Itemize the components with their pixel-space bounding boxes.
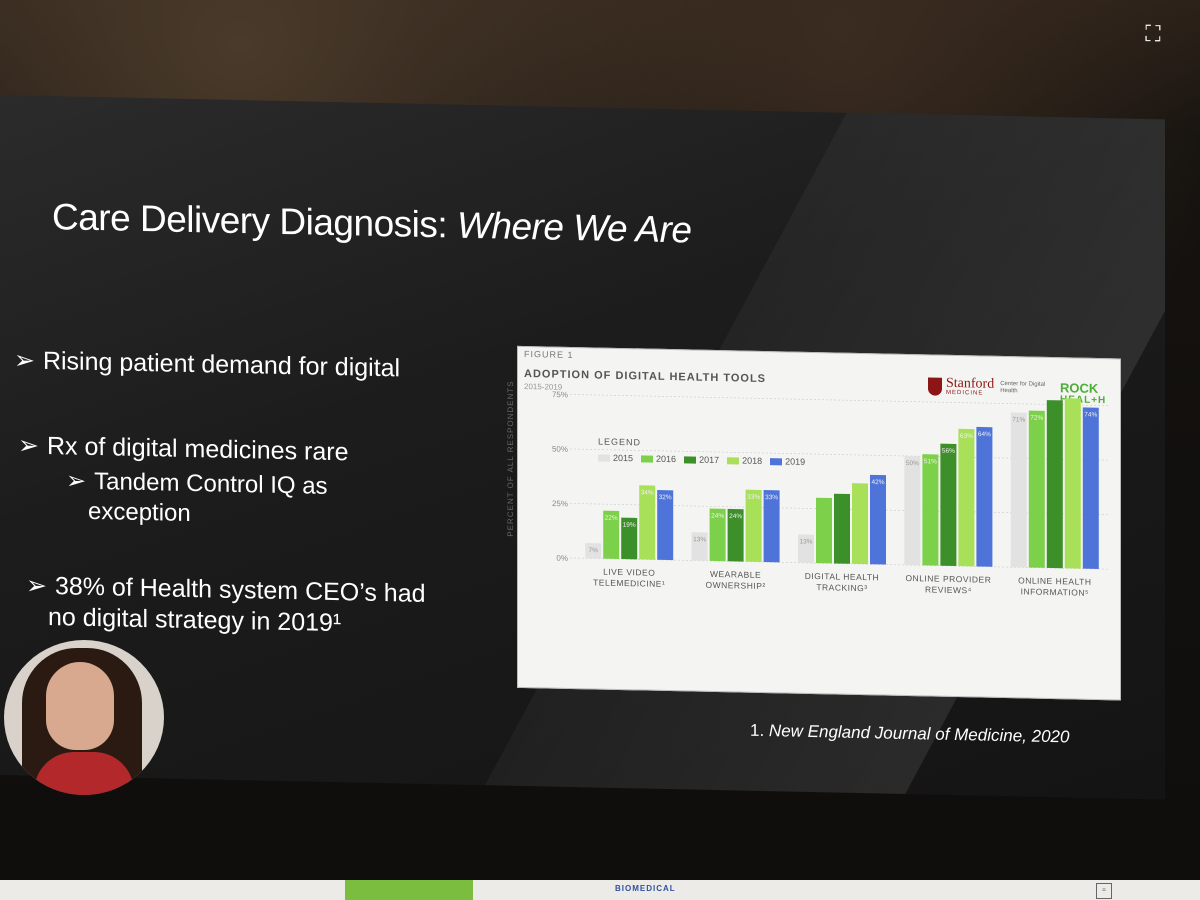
video-participant-thumbnail[interactable] <box>4 640 164 795</box>
gridline <box>570 394 1110 407</box>
data-label: 34% <box>641 489 654 496</box>
data-label: 24% <box>711 513 724 520</box>
bar <box>691 532 708 561</box>
bar <box>1046 400 1063 569</box>
data-label: 33% <box>765 494 778 501</box>
y-tick-label: 0% <box>556 554 568 563</box>
citation-number: 1. <box>750 720 765 741</box>
bar <box>585 542 602 559</box>
data-label: 74% <box>1084 411 1097 418</box>
x-tick-label: ONLINE PROVIDER <box>905 573 991 585</box>
taskbar-window-icon[interactable]: ▫ <box>1096 883 1112 899</box>
data-label: 64% <box>978 431 991 438</box>
expand-icon[interactable]: ⛶ <box>1145 22 1161 47</box>
x-tick-label: DIGITAL HEALTH <box>805 571 879 583</box>
arrow-icon: ➢ <box>26 570 47 600</box>
arrow-icon: ➢ <box>66 466 87 495</box>
data-label: 51% <box>924 458 937 465</box>
bar <box>958 428 975 567</box>
data-label: 56% <box>942 448 955 455</box>
bar <box>852 483 868 565</box>
bullet-2-text: Rx of digital medicines rare <box>46 431 349 467</box>
bar <box>834 493 850 564</box>
data-label: 13% <box>799 538 812 545</box>
data-label: 42% <box>871 479 884 486</box>
bullet-1: ➢ Rising patient demand for digital <box>14 345 400 383</box>
data-label: 19% <box>623 522 636 529</box>
bullet-3-cont: no digital strategy in 2019¹ <box>48 603 342 638</box>
data-label: 71% <box>1012 416 1025 423</box>
data-label: 7% <box>588 547 598 554</box>
taskbar: BIOMEDICAL ▫ <box>0 880 1200 900</box>
data-label: 24% <box>729 513 742 520</box>
bullet-2: ➢ Rx of digital medicines rare <box>18 430 348 467</box>
x-tick-label: OWNERSHIP² <box>705 580 765 591</box>
bar <box>621 517 638 560</box>
slide-title-italic: Where We Are <box>456 204 692 251</box>
data-label: 50% <box>906 460 919 467</box>
arrow-icon: ➢ <box>14 345 35 375</box>
x-tick-label: INFORMATION⁵ <box>1021 586 1089 597</box>
y-tick-label: 50% <box>552 445 568 454</box>
bar <box>976 426 993 567</box>
bar <box>639 485 656 560</box>
participant-body <box>34 752 134 795</box>
bar <box>922 454 939 566</box>
x-tick-label: TRACKING³ <box>816 582 867 593</box>
sub-bullet-1-text: Tandem Control IQ as <box>94 467 328 500</box>
bar <box>1082 407 1099 570</box>
bar <box>870 474 886 565</box>
bar <box>1064 398 1081 569</box>
bar <box>1028 410 1045 568</box>
data-label: 32% <box>659 494 672 501</box>
arrow-icon: ➢ <box>18 430 39 460</box>
sub-bullet-1: ➢ Tandem Control IQ as <box>66 466 328 500</box>
bar <box>745 489 762 562</box>
bar <box>657 490 674 561</box>
y-axis-label: PERCENT OF ALL RESPONDENTS <box>506 380 515 537</box>
y-tick-label: 25% <box>552 499 568 508</box>
bullet-1-text: Rising patient demand for digital <box>42 346 401 383</box>
data-label: 72% <box>1030 415 1043 422</box>
data-label: 63% <box>960 433 973 440</box>
bar <box>798 534 814 564</box>
slide-title: Care Delivery Diagnosis: Where We Are <box>52 196 692 251</box>
taskbar-app-tile[interactable] <box>345 880 473 900</box>
bar <box>603 510 620 559</box>
y-tick-label: 75% <box>552 390 568 399</box>
data-label: 13% <box>693 536 706 543</box>
bar <box>763 490 780 563</box>
slide-title-main: Care Delivery Diagnosis: <box>52 196 457 246</box>
sub-bullet-1-cont: exception <box>88 497 191 527</box>
x-tick-label: REVIEWS⁴ <box>925 584 972 595</box>
x-tick-label: ONLINE HEALTH <box>1018 575 1091 587</box>
bar <box>904 455 921 566</box>
bar-chart: 0%25%50%75%100%7%22%19%34%32%LIVE VIDEOT… <box>552 346 1110 598</box>
bar <box>816 497 832 564</box>
x-tick-label: LIVE VIDEO <box>603 567 655 578</box>
bar <box>940 443 957 567</box>
bar <box>727 508 744 562</box>
x-tick-label: TELEMEDICINE¹ <box>593 577 665 589</box>
bar <box>1010 412 1027 568</box>
x-tick-label: WEARABLE <box>710 569 761 580</box>
taskbar-label: BIOMEDICAL <box>615 884 676 893</box>
participant-face <box>46 662 114 750</box>
bullet-3-text: 38% of Health system CEO’s had <box>54 572 426 608</box>
data-label: 22% <box>605 515 618 522</box>
figure-panel: FIGURE 1 ADOPTION OF DIGITAL HEALTH TOOL… <box>506 345 1121 701</box>
bar <box>709 508 726 562</box>
data-label: 33% <box>747 494 760 501</box>
presentation-screen: Care Delivery Diagnosis: Where We Are ➢ R… <box>0 95 1165 800</box>
